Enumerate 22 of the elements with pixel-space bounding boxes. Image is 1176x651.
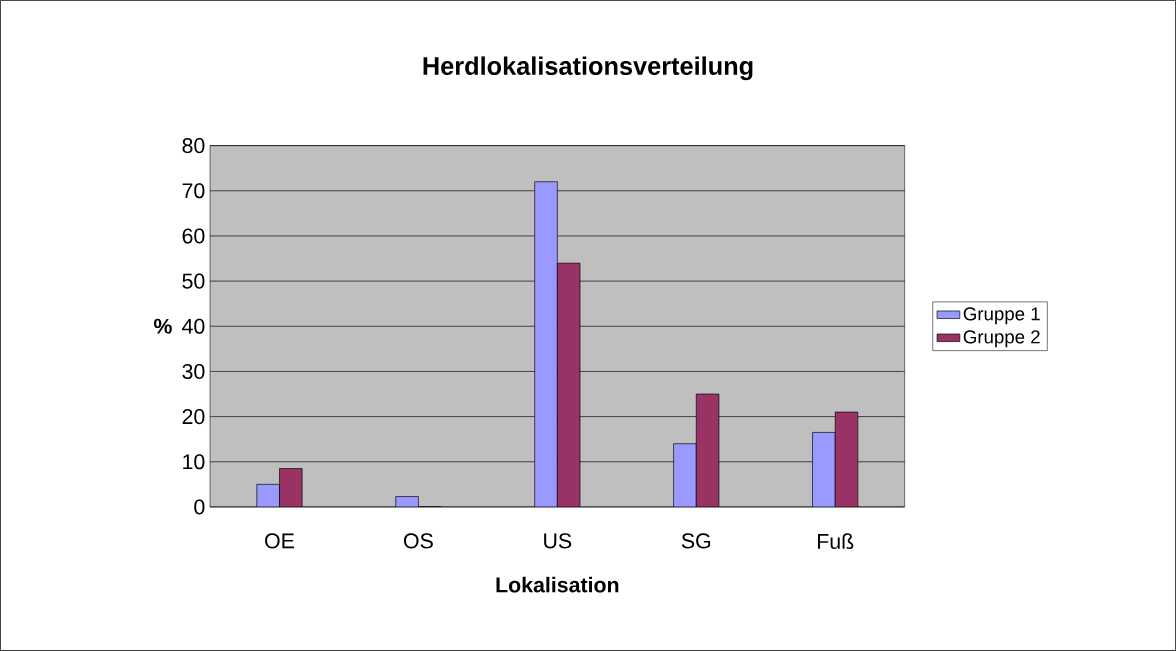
y-tick-label: 70 <box>182 183 205 199</box>
x-tick-label: OS <box>404 533 433 549</box>
legend-label: Gruppe 1 <box>963 307 1040 325</box>
y-axis-title: % <box>153 318 172 334</box>
x-tick-label: US <box>544 533 572 549</box>
y-tick-label: 0 <box>194 499 205 515</box>
x-axis-title: Lokalisation <box>496 576 619 593</box>
legend-label: Gruppe 2 <box>963 330 1040 348</box>
y-tick-label: 60 <box>182 228 205 244</box>
x-tick-label: Fuß <box>818 533 854 550</box>
y-tick-label: 40 <box>182 318 205 334</box>
bar <box>834 411 859 507</box>
y-tick-label: 10 <box>183 454 205 470</box>
y-tick-label: 30 <box>182 363 205 380</box>
y-tick-label: 20 <box>182 409 205 425</box>
x-tick-label: OE <box>265 533 294 549</box>
bar <box>557 262 581 507</box>
bar <box>695 393 720 507</box>
x-tick-label: SG <box>681 533 711 549</box>
y-tick-label: 50 <box>182 273 205 289</box>
y-tick-label: 80 <box>182 138 205 154</box>
chart-title: Herdlokalisationsverteilung <box>423 56 753 81</box>
